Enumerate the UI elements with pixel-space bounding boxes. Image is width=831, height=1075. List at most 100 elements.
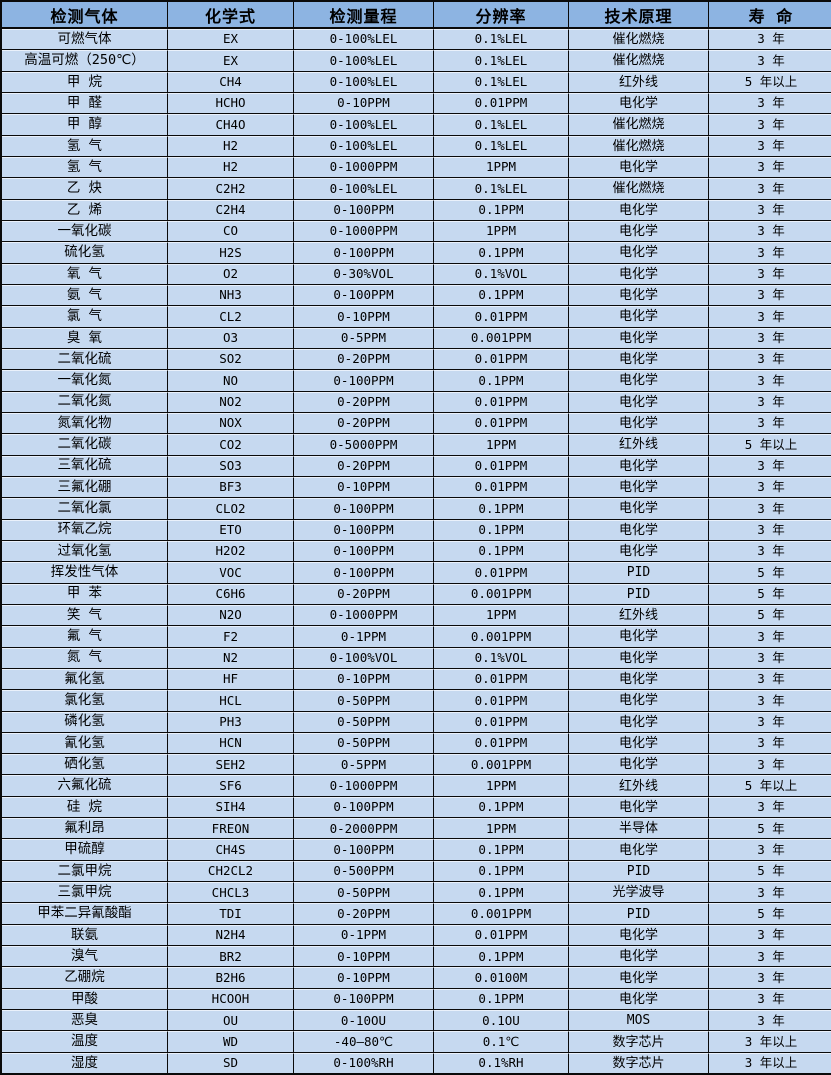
table-row: 氮氧化物 NOX 0-20PPM 0.01PPM 电化学 3 年 [2, 412, 831, 435]
table-row: 臭 氧 O3 0-5PPM 0.001PPM 电化学 3 年 [2, 327, 831, 349]
resolution-cell: 0.01PPM [434, 348, 569, 371]
chemical-formula-cell: TDI [168, 903, 294, 925]
table-row: 氢 气 H2 0-100%LEL 0.1%LEL 催化燃烧 3 年 [2, 135, 831, 157]
technology-principle-cell: 催化燃烧 [569, 50, 709, 72]
chemical-formula-cell: PH3 [168, 711, 294, 733]
table-row: 湿度 SD 0-100%RH 0.1%RH 数字芯片 3 年以上 [2, 1052, 831, 1073]
resolution-cell: 1PPM [434, 156, 569, 179]
table-row: 二氧化氮 NO2 0-20PPM 0.01PPM 电化学 3 年 [2, 391, 831, 413]
resolution-cell: 1PPM [434, 775, 569, 797]
chemical-formula-cell: SIH4 [168, 796, 294, 819]
lifespan-cell: 3 年 [709, 412, 831, 435]
technology-principle-cell: 电化学 [569, 156, 709, 179]
resolution-cell: 0.001PPM [434, 903, 569, 925]
chemical-formula-cell: H2 [168, 156, 294, 179]
technology-principle-cell: 半导体 [569, 818, 709, 840]
technology-principle-cell: 电化学 [569, 946, 709, 968]
gas-name-cell: 二氯甲烷 [2, 860, 168, 883]
chemical-formula-cell: O2 [168, 263, 294, 285]
chemical-formula-cell: FREON [168, 818, 294, 840]
gas-name-cell: 二氧化氮 [2, 391, 168, 413]
gas-name-cell: 一氧化碳 [2, 220, 168, 243]
chemical-formula-cell: H2S [168, 242, 294, 264]
detection-range-cell: 0-10PPM [294, 946, 434, 968]
technology-principle-cell: 电化学 [569, 242, 709, 264]
lifespan-cell: 3 年以上 [709, 1052, 831, 1073]
technology-principle-cell: 电化学 [569, 519, 709, 541]
resolution-cell: 0.1PPM [434, 796, 569, 819]
resolution-cell: 0.001PPM [434, 626, 569, 648]
gas-name-cell: 三氟化硼 [2, 476, 168, 499]
resolution-cell: 0.1PPM [434, 519, 569, 541]
technology-principle-cell: 电化学 [569, 690, 709, 712]
gas-name-cell: 硅 烷 [2, 796, 168, 819]
table-row: 挥发性气体 VOC 0-100PPM 0.01PPM PID 5 年 [2, 562, 831, 584]
gas-name-cell: 甲 醛 [2, 92, 168, 115]
resolution-cell: 0.01PPM [434, 412, 569, 435]
lifespan-cell: 3 年 [709, 626, 831, 648]
gas-name-cell: 溴气 [2, 946, 168, 968]
detection-range-cell: 0-100PPM [294, 562, 434, 584]
detection-range-cell: 0-100PPM [294, 242, 434, 264]
gas-name-cell: 六氟化硫 [2, 775, 168, 797]
column-header-lifespan: 寿 命 [709, 2, 831, 29]
lifespan-cell: 3 年 [709, 796, 831, 819]
resolution-cell: 0.1PPM [434, 988, 569, 1011]
resolution-cell: 0.1PPM [434, 498, 569, 520]
lifespan-cell: 5 年以上 [709, 775, 831, 797]
table-row: 乙 炔 C2H2 0-100%LEL 0.1%LEL 催化燃烧 3 年 [2, 178, 831, 200]
resolution-cell: 0.01PPM [434, 711, 569, 733]
table-row: 二氯甲烷 CH2CL2 0-500PPM 0.1PPM PID 5 年 [2, 860, 831, 883]
detection-range-cell: 0-500PPM [294, 860, 434, 883]
resolution-cell: 0.001PPM [434, 754, 569, 776]
lifespan-cell: 5 年以上 [709, 71, 831, 93]
technology-principle-cell: 电化学 [569, 199, 709, 221]
resolution-cell: 0.01PPM [434, 924, 569, 947]
gas-name-cell: 挥发性气体 [2, 562, 168, 584]
detection-range-cell: 0-50PPM [294, 690, 434, 712]
detection-range-cell: 0-100%LEL [294, 114, 434, 136]
gas-name-cell: 乙硼烷 [2, 967, 168, 989]
chemical-formula-cell: VOC [168, 562, 294, 584]
resolution-cell: 1PPM [434, 818, 569, 840]
gas-name-cell: 氢 气 [2, 156, 168, 179]
resolution-cell: 0.01PPM [434, 668, 569, 691]
lifespan-cell: 3 年 [709, 498, 831, 520]
gas-name-cell: 二氧化氯 [2, 498, 168, 520]
lifespan-cell: 3 年 [709, 156, 831, 179]
chemical-formula-cell: HCHO [168, 92, 294, 115]
gas-name-cell: 可燃气体 [2, 29, 168, 51]
detection-range-cell: 0-1PPM [294, 924, 434, 947]
resolution-cell: 0.1PPM [434, 370, 569, 392]
lifespan-cell: 5 年 [709, 903, 831, 925]
technology-principle-cell: PID [569, 562, 709, 584]
gas-name-cell: 氮 气 [2, 647, 168, 669]
technology-principle-cell: 电化学 [569, 348, 709, 371]
technology-principle-cell: 光学波导 [569, 882, 709, 904]
table-row: 乙 烯 C2H4 0-100PPM 0.1PPM 电化学 3 年 [2, 199, 831, 221]
technology-principle-cell: 电化学 [569, 626, 709, 648]
resolution-cell: 0.01PPM [434, 306, 569, 328]
resolution-cell: 0.1PPM [434, 882, 569, 904]
lifespan-cell: 3 年 [709, 135, 831, 157]
gas-name-cell: 甲 烷 [2, 71, 168, 93]
resolution-cell: 0.1PPM [434, 946, 569, 968]
detection-range-cell: 0-20PPM [294, 391, 434, 413]
resolution-cell: 0.01PPM [434, 562, 569, 584]
chemical-formula-cell: CH4 [168, 71, 294, 93]
chemical-formula-cell: HF [168, 668, 294, 691]
lifespan-cell: 3 年 [709, 114, 831, 136]
detection-range-cell: 0-20PPM [294, 903, 434, 925]
table-head: 检测气体 化学式 检测量程 分辨率 技术原理 寿 命 [2, 2, 831, 29]
chemical-formula-cell: CH2CL2 [168, 860, 294, 883]
gas-name-cell: 甲酸 [2, 988, 168, 1011]
table-row: 硒化氢 SEH2 0-5PPM 0.001PPM 电化学 3 年 [2, 754, 831, 776]
resolution-cell: 0.01PPM [434, 92, 569, 115]
detection-range-cell: 0-100PPM [294, 498, 434, 520]
lifespan-cell: 3 年 [709, 455, 831, 477]
gas-name-cell: 硒化氢 [2, 754, 168, 776]
lifespan-cell: 5 年 [709, 860, 831, 883]
resolution-cell: 0.1%LEL [434, 29, 569, 51]
chemical-formula-cell: HCN [168, 732, 294, 755]
lifespan-cell: 3 年 [709, 50, 831, 72]
